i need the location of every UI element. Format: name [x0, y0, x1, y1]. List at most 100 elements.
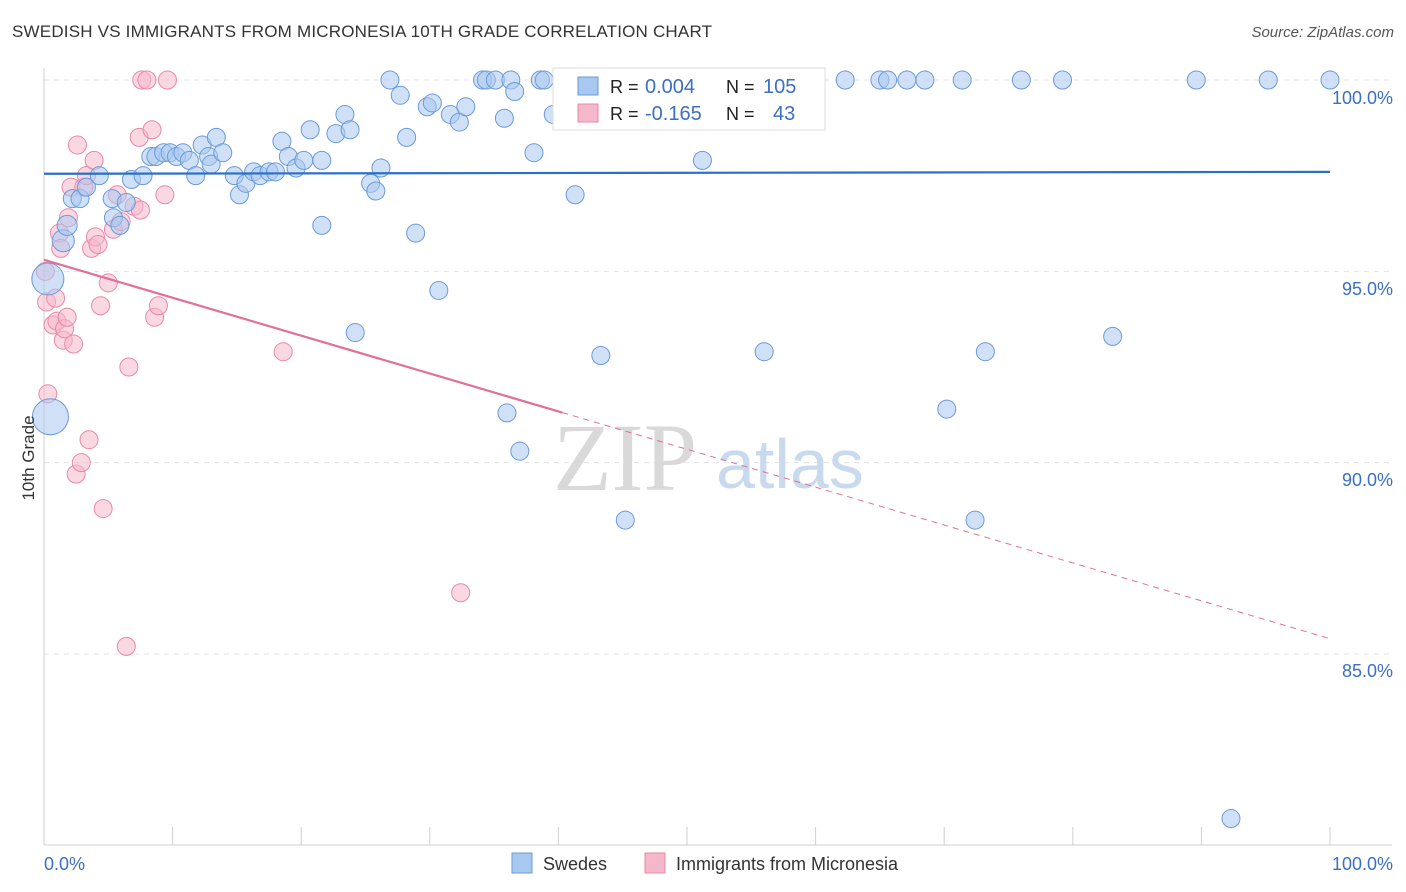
micronesia-r-label: R =: [610, 104, 639, 124]
swedes-r-label: R =: [610, 77, 639, 97]
swedes-point: [213, 143, 233, 163]
chart-title: SWEDISH VS IMMIGRANTS FROM MICRONESIA 10…: [12, 22, 713, 41]
swedes-point: [133, 166, 153, 186]
series-legend: Swedes Immigrants from Micronesia: [511, 852, 899, 874]
micronesia-point: [155, 185, 175, 205]
swedes-point: [340, 120, 360, 140]
swedes-point: [591, 346, 611, 366]
trend-lines: [43, 170, 1331, 640]
swedes-point: [31, 398, 69, 436]
swedes-point: [692, 150, 712, 170]
micronesia-point: [137, 70, 157, 90]
swedes-point: [878, 70, 898, 90]
x-tick-label-max: 100.0%: [1332, 854, 1393, 874]
watermark-zip: ZIP: [553, 404, 697, 511]
swedes-point: [615, 510, 635, 530]
swedes-point: [429, 280, 449, 300]
swedes-point: [89, 166, 109, 186]
swedes-r-value: 0.004: [645, 76, 695, 98]
swedes-point: [505, 81, 525, 101]
micronesia-point: [91, 296, 111, 316]
swedes-legend-label: Swedes: [543, 854, 607, 874]
swedes-legend-swatch: [577, 76, 599, 96]
y-tick-labels: 100.0% 95.0% 90.0% 85.0%: [1332, 88, 1393, 681]
swedes-point: [1221, 809, 1241, 829]
swedes-point: [565, 185, 585, 205]
swedes-point: [1053, 70, 1073, 90]
x-axis-ticks: [43, 827, 1331, 845]
swedes-point: [76, 177, 96, 197]
micronesia-point: [79, 430, 99, 450]
swedes-n-value: 105: [763, 76, 796, 98]
swedes-point: [31, 262, 65, 296]
micronesia-n-label: N =: [726, 104, 755, 124]
swedes-point: [497, 403, 517, 423]
micronesia-legend-label: Immigrants from Micronesia: [676, 854, 899, 874]
swedes-point: [422, 93, 442, 113]
swedes-point: [975, 342, 995, 362]
micronesia-legend-marker: [644, 852, 666, 874]
swedes-point: [110, 215, 130, 235]
swedes-point: [835, 70, 855, 90]
micronesia-point: [93, 499, 113, 519]
swedes-trend-line: [43, 170, 1331, 175]
watermark-atlas: atlas: [716, 425, 864, 503]
swedes-point: [312, 215, 332, 235]
micronesia-points: [35, 70, 471, 656]
micronesia-point: [451, 583, 471, 603]
swedes-point: [952, 70, 972, 90]
y-axis-title: 10th Grade: [19, 415, 38, 500]
swedes-point: [915, 70, 935, 90]
swedes-point: [294, 150, 314, 170]
swedes-point: [406, 223, 426, 243]
swedes-point: [937, 399, 957, 419]
swedes-point: [345, 323, 365, 343]
micronesia-point: [64, 334, 84, 354]
swedes-point: [524, 143, 544, 163]
micronesia-trend-line: [43, 258, 563, 414]
swedes-points: [31, 70, 1340, 829]
micronesia-point: [67, 135, 87, 155]
swedes-point: [1103, 326, 1123, 346]
swedes-point: [494, 108, 514, 128]
micronesia-point: [273, 342, 293, 362]
swedes-point: [897, 70, 917, 90]
swedes-point: [397, 127, 417, 147]
swedes-point: [534, 70, 554, 90]
stats-legend: R = 0.004 N = 105 R = -0.165 N = 43: [552, 67, 826, 131]
x-tick-label-min: 0.0%: [44, 854, 85, 874]
micronesia-point: [119, 357, 139, 377]
y-tick-label: 95.0%: [1342, 279, 1393, 299]
swedes-n-label: N =: [726, 77, 755, 97]
swedes-point: [265, 162, 285, 182]
swedes-point: [56, 214, 78, 236]
source-label: Source: ZipAtlas.com: [1251, 24, 1394, 41]
swedes-point: [390, 85, 410, 105]
swedes-point: [186, 166, 206, 186]
swedes-point: [754, 342, 774, 362]
micronesia-point: [142, 120, 162, 140]
swedes-point: [965, 510, 985, 530]
swedes-point: [1320, 70, 1340, 90]
swedes-point: [366, 181, 386, 201]
swedes-point: [1186, 70, 1206, 90]
micronesia-point: [157, 70, 177, 90]
swedes-point: [300, 120, 320, 140]
micronesia-point: [71, 453, 91, 473]
micronesia-n-value: 43: [773, 103, 795, 125]
micronesia-point: [88, 235, 108, 255]
micronesia-point: [57, 307, 77, 327]
micronesia-r-value: -0.165: [645, 103, 702, 125]
y-tick-label: 85.0%: [1342, 661, 1393, 681]
micronesia-point: [116, 636, 136, 656]
y-tick-label: 100.0%: [1332, 88, 1393, 108]
swedes-point: [116, 192, 136, 212]
micronesia-point: [148, 296, 168, 316]
swedes-point: [380, 70, 400, 90]
swedes-point: [510, 441, 530, 461]
swedes-legend-marker: [511, 852, 533, 874]
swedes-point: [1011, 70, 1031, 90]
micronesia-trend-line-extension: [562, 412, 1331, 640]
swedes-point: [1258, 70, 1278, 90]
